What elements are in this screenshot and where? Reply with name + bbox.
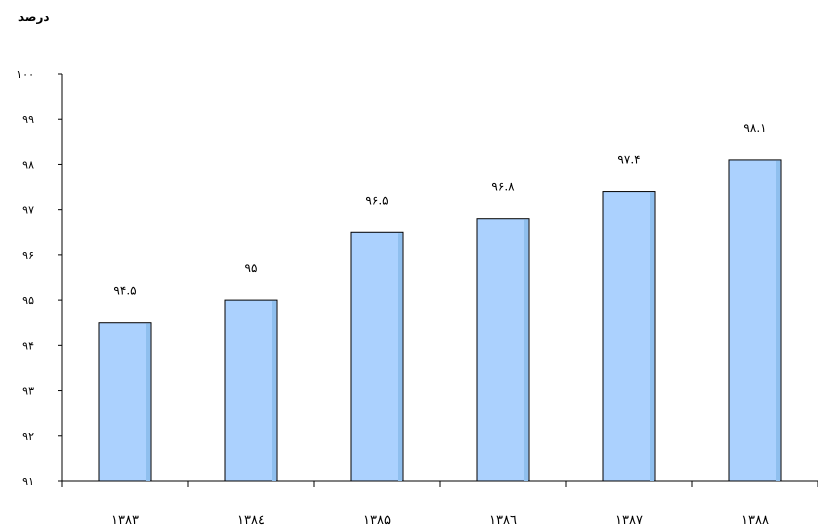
y-tick-label: ۱۰۰ [16, 68, 34, 81]
data-label: ۹۴.۵ [113, 284, 136, 298]
y-tick-label: ۹۴ [22, 339, 34, 352]
bar [728, 159, 782, 482]
bar-edge-shade [146, 323, 150, 481]
data-label: ۹۶.۵ [365, 193, 388, 207]
bar-edge-shade [776, 160, 780, 481]
y-tick-label: ۹۶ [22, 249, 34, 262]
y-tick-label: ۹۱ [22, 475, 34, 488]
bar [98, 322, 152, 482]
bar [350, 231, 404, 482]
x-tick-label: ۱۳۸٦ [489, 513, 517, 528]
x-tick-label: ۱۳۸۳ [111, 513, 139, 528]
data-label: ۹۸.۱ [743, 121, 766, 135]
data-label: ۹۵ [245, 261, 258, 275]
data-label: ۹۷.۴ [617, 153, 640, 167]
x-tick-label: ۱۳۸٤ [237, 513, 265, 528]
bar [602, 191, 656, 482]
y-tick-label: ۹۸ [22, 158, 34, 171]
x-tick-label: ۱۳۸۷ [615, 513, 643, 528]
y-tick-label: ۹۷ [22, 204, 34, 217]
bar-edge-shade [398, 233, 402, 481]
x-tick-label: ۱۳۸۸ [741, 513, 769, 528]
y-tick-label: ۹۵ [22, 294, 34, 307]
y-tick-label: ۹۲ [22, 430, 34, 443]
data-label: ۹۶.۸ [491, 180, 515, 194]
x-tick-label: ۱۳۸۵ [363, 513, 391, 528]
y-tick-label: ۹۳ [22, 385, 34, 398]
bar-edge-shade [272, 301, 276, 481]
bar [224, 299, 278, 482]
bar-edge-shade [650, 192, 654, 482]
bar [476, 218, 530, 482]
bar-edge-shade [524, 219, 528, 481]
y-tick-label: ۹۹ [22, 113, 34, 126]
y-axis-unit-label: درصد [18, 10, 50, 24]
